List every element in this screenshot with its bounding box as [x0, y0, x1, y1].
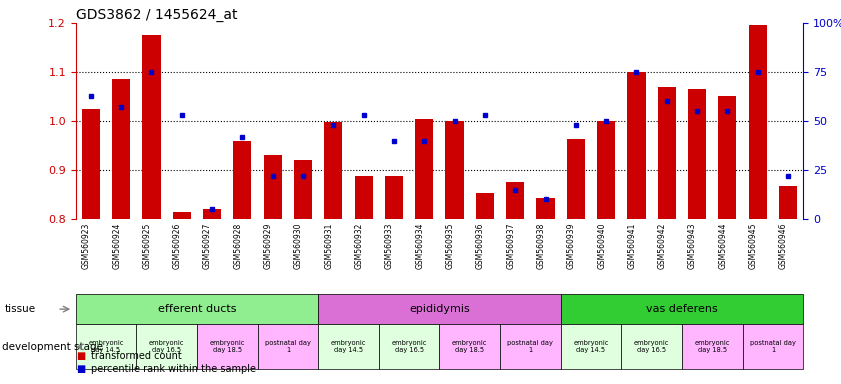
- Text: GSM560929: GSM560929: [264, 223, 272, 269]
- Bar: [385, 176, 403, 219]
- Text: GSM560926: GSM560926: [172, 223, 182, 269]
- Bar: [263, 155, 282, 219]
- Bar: [325, 122, 342, 219]
- Bar: [567, 139, 584, 219]
- Text: GSM560924: GSM560924: [112, 223, 121, 269]
- Text: embryonic
day 16.5: embryonic day 16.5: [634, 341, 669, 353]
- Text: development stage: development stage: [2, 342, 103, 352]
- Bar: [537, 198, 554, 219]
- Text: GSM560946: GSM560946: [779, 223, 788, 269]
- Bar: [233, 141, 251, 219]
- Text: GSM560945: GSM560945: [748, 223, 758, 269]
- Text: embryonic
day 18.5: embryonic day 18.5: [452, 341, 488, 353]
- Text: GSM560938: GSM560938: [537, 223, 546, 269]
- Text: GSM560927: GSM560927: [203, 223, 212, 269]
- Text: GSM560937: GSM560937: [506, 223, 516, 269]
- Bar: [688, 89, 706, 219]
- Text: GSM560932: GSM560932: [355, 223, 363, 269]
- Bar: [446, 121, 463, 219]
- Bar: [597, 121, 616, 219]
- Text: GSM560942: GSM560942: [658, 223, 667, 269]
- Bar: [415, 119, 433, 219]
- Text: GSM560941: GSM560941: [627, 223, 637, 269]
- Bar: [748, 25, 767, 219]
- Text: ■: ■: [76, 364, 85, 374]
- Text: efferent ducts: efferent ducts: [157, 304, 236, 314]
- Bar: [476, 194, 494, 219]
- Text: percentile rank within the sample: percentile rank within the sample: [91, 364, 256, 374]
- Text: GDS3862 / 1455624_at: GDS3862 / 1455624_at: [76, 8, 237, 22]
- Text: GSM560928: GSM560928: [234, 223, 242, 269]
- Text: embryonic
day 18.5: embryonic day 18.5: [695, 341, 730, 353]
- Text: GSM560944: GSM560944: [718, 223, 727, 269]
- Text: GSM560931: GSM560931: [325, 223, 333, 269]
- Bar: [294, 160, 312, 219]
- Bar: [779, 185, 797, 219]
- Text: GSM560943: GSM560943: [688, 223, 697, 269]
- Text: embryonic
day 16.5: embryonic day 16.5: [149, 341, 184, 353]
- Text: vas deferens: vas deferens: [646, 304, 717, 314]
- Text: GSM560933: GSM560933: [385, 223, 394, 269]
- Bar: [627, 72, 646, 219]
- Text: embryonic
day 14.5: embryonic day 14.5: [331, 341, 366, 353]
- Bar: [506, 182, 524, 219]
- Text: GSM560935: GSM560935: [446, 223, 455, 269]
- Bar: [142, 35, 161, 219]
- Bar: [203, 209, 221, 219]
- Text: GSM560925: GSM560925: [142, 223, 151, 269]
- Text: embryonic
day 18.5: embryonic day 18.5: [209, 341, 245, 353]
- Text: GSM560936: GSM560936: [476, 223, 485, 269]
- Text: postnatal day
1: postnatal day 1: [507, 341, 553, 353]
- Text: GSM560923: GSM560923: [82, 223, 91, 269]
- Text: ■: ■: [76, 351, 85, 361]
- Text: embryonic
day 14.5: embryonic day 14.5: [88, 341, 124, 353]
- Text: postnatal day
1: postnatal day 1: [750, 341, 796, 353]
- Text: tissue: tissue: [4, 304, 35, 314]
- Bar: [355, 176, 373, 219]
- Text: GSM560940: GSM560940: [597, 223, 606, 269]
- Text: transformed count: transformed count: [91, 351, 182, 361]
- Bar: [112, 79, 130, 219]
- Text: epididymis: epididymis: [409, 304, 470, 314]
- Text: embryonic
day 16.5: embryonic day 16.5: [391, 341, 426, 353]
- Bar: [658, 87, 676, 219]
- Text: postnatal day
1: postnatal day 1: [265, 341, 311, 353]
- Text: GSM560939: GSM560939: [567, 223, 576, 269]
- Text: GSM560934: GSM560934: [415, 223, 424, 269]
- Bar: [172, 212, 191, 219]
- Text: embryonic
day 14.5: embryonic day 14.5: [574, 341, 609, 353]
- Text: GSM560930: GSM560930: [294, 223, 303, 269]
- Bar: [718, 96, 737, 219]
- Bar: [82, 109, 100, 219]
